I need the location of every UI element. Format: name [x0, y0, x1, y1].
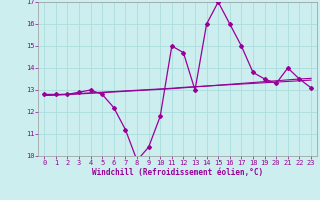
X-axis label: Windchill (Refroidissement éolien,°C): Windchill (Refroidissement éolien,°C)	[92, 168, 263, 177]
